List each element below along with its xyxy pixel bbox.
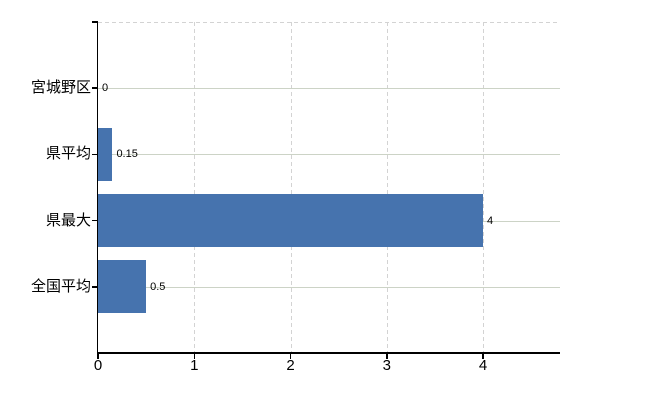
x-tick-label: 4: [478, 357, 488, 374]
x-axis-tick: [482, 353, 484, 359]
x-tick-label: 2: [286, 357, 295, 374]
x-tick-label: 1: [190, 357, 199, 374]
y-axis-tick: [92, 87, 98, 89]
bar: [98, 194, 483, 248]
y-axis-tick: [92, 153, 98, 156]
y-axis-top-tick: [92, 21, 98, 23]
value-label: 0.15: [116, 148, 138, 161]
plot-area: 0 0.15 4 0.5: [98, 22, 560, 353]
y-tick-label: 全国平均: [30, 277, 91, 295]
vertical-gridline: [386, 22, 388, 353]
value-label: 0: [102, 82, 109, 95]
y-tick-label: 県最大: [45, 211, 91, 229]
x-axis-tick: [386, 353, 388, 359]
value-label: 4: [487, 214, 494, 227]
x-axis-tick: [193, 353, 195, 359]
bar: [98, 260, 147, 314]
y-tick-label: 宮城野区: [30, 79, 91, 97]
horizontal-gridline: [98, 154, 560, 156]
horizontal-gridline: [98, 286, 560, 288]
vertical-gridline: [483, 22, 484, 353]
x-tick-label: 0: [93, 357, 103, 374]
x-axis-tick: [289, 353, 292, 359]
y-axis-line: [96, 22, 98, 353]
bar: [98, 127, 113, 181]
vertical-gridline: [194, 22, 196, 353]
y-tick-label: 県平均: [45, 145, 91, 163]
x-axis-line: [96, 352, 560, 354]
vertical-gridline: [290, 22, 292, 353]
value-label: 0.5: [150, 280, 166, 293]
y-axis-tick: [92, 219, 98, 222]
horizontal-gridline: [98, 88, 560, 90]
x-tick-label: 3: [382, 357, 391, 374]
x-axis-tick: [97, 353, 99, 359]
y-axis-tick: [92, 286, 98, 288]
plot-top-border: [98, 22, 560, 23]
